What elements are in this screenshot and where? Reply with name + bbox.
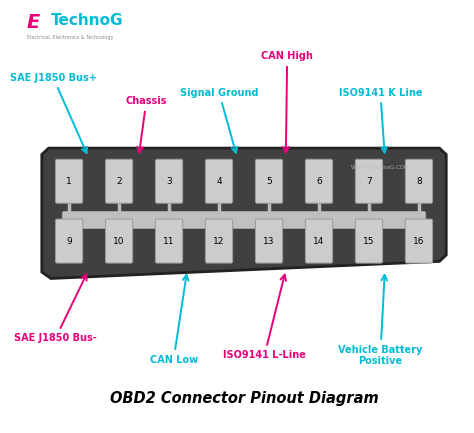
Text: E: E: [27, 13, 40, 32]
FancyBboxPatch shape: [155, 159, 182, 203]
Text: 6: 6: [316, 177, 322, 186]
FancyBboxPatch shape: [255, 159, 283, 203]
Text: 12: 12: [213, 236, 225, 246]
Text: CAN High: CAN High: [261, 51, 313, 152]
Text: 13: 13: [263, 236, 275, 246]
Text: 3: 3: [166, 177, 172, 186]
Text: 5: 5: [266, 177, 272, 186]
Text: ISO9141 L-Line: ISO9141 L-Line: [223, 275, 306, 360]
Text: ISO9141 K Line: ISO9141 K Line: [338, 87, 422, 152]
Text: 9: 9: [66, 236, 72, 246]
FancyBboxPatch shape: [356, 159, 383, 203]
Text: OBD2 Connector Pinout Diagram: OBD2 Connector Pinout Diagram: [109, 391, 378, 406]
FancyBboxPatch shape: [62, 211, 426, 229]
Text: SAE J1850 Bus+: SAE J1850 Bus+: [10, 73, 97, 153]
FancyBboxPatch shape: [205, 159, 233, 203]
Text: WWW.ETechnoG.COM: WWW.ETechnoG.COM: [351, 165, 410, 170]
Text: SAE J1850 Bus-: SAE J1850 Bus-: [14, 275, 97, 343]
FancyBboxPatch shape: [405, 219, 433, 263]
FancyBboxPatch shape: [255, 219, 283, 263]
FancyBboxPatch shape: [155, 219, 182, 263]
FancyBboxPatch shape: [405, 159, 433, 203]
FancyBboxPatch shape: [105, 159, 133, 203]
Polygon shape: [42, 148, 446, 278]
Text: Electrical, Electronics & Technology: Electrical, Electronics & Technology: [27, 35, 113, 40]
Text: 2: 2: [116, 177, 122, 186]
FancyBboxPatch shape: [305, 219, 333, 263]
Text: 15: 15: [363, 236, 375, 246]
Text: 10: 10: [113, 236, 125, 246]
Text: 8: 8: [416, 177, 422, 186]
Text: TechnoG: TechnoG: [51, 13, 123, 29]
FancyBboxPatch shape: [105, 219, 133, 263]
FancyBboxPatch shape: [55, 219, 83, 263]
Text: CAN Low: CAN Low: [149, 275, 198, 365]
Text: Signal Ground: Signal Ground: [180, 87, 258, 153]
FancyBboxPatch shape: [356, 219, 383, 263]
Text: 7: 7: [366, 177, 372, 186]
Text: 14: 14: [313, 236, 325, 246]
Text: 11: 11: [164, 236, 175, 246]
Text: Chassis: Chassis: [126, 96, 167, 152]
Text: 4: 4: [216, 177, 222, 186]
Text: 1: 1: [66, 177, 72, 186]
FancyBboxPatch shape: [55, 159, 83, 203]
Text: Vehicle Battery
Positive: Vehicle Battery Positive: [338, 275, 422, 366]
FancyBboxPatch shape: [305, 159, 333, 203]
FancyBboxPatch shape: [205, 219, 233, 263]
Text: 16: 16: [413, 236, 425, 246]
